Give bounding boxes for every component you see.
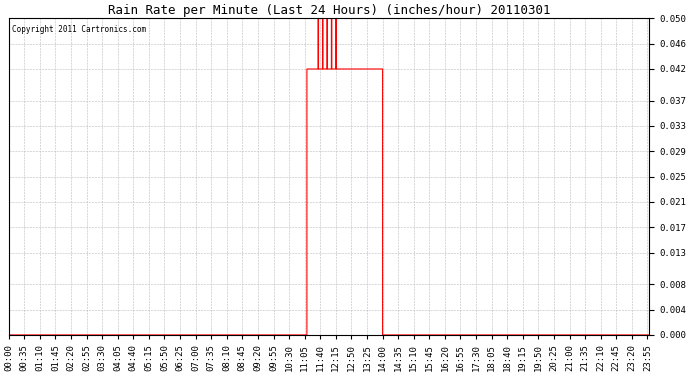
Title: Rain Rate per Minute (Last 24 Hours) (inches/hour) 20110301: Rain Rate per Minute (Last 24 Hours) (in…	[108, 4, 550, 17]
Text: Copyright 2011 Cartronics.com: Copyright 2011 Cartronics.com	[12, 25, 146, 34]
